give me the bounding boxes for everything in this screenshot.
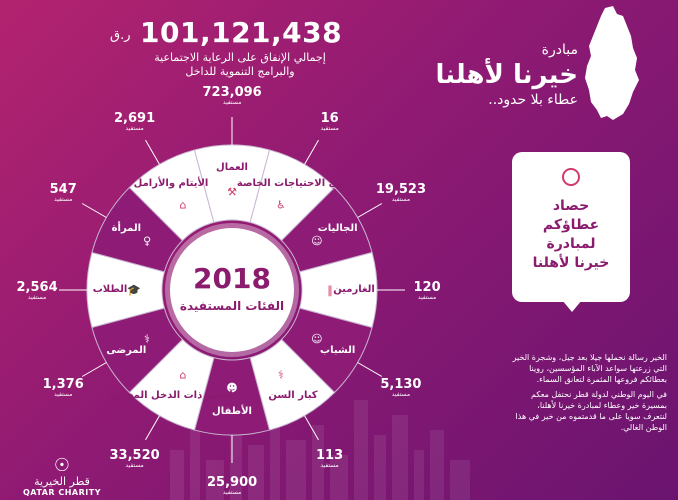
segment-label: الأيتام والأرامل — [133, 178, 209, 190]
stat-unit: مستفيد — [54, 391, 73, 398]
children-icon: ☻ — [226, 381, 238, 395]
stat-value: 2,564 — [16, 279, 58, 295]
harvest-card-line1: حصاد — [552, 198, 590, 214]
harvest-card-line3: لمبادرة — [546, 236, 596, 252]
center-year: 2018 — [193, 262, 271, 295]
currency-label: ر.ق — [110, 28, 131, 43]
beneficiary-stat: 33,520 مستفيد — [110, 448, 160, 469]
stat-value: 723,096 — [202, 84, 262, 100]
beneficiary-stat: 2,564 مستفيد — [17, 280, 58, 301]
stat-value: 120 — [413, 279, 441, 295]
graduation-cap-icon: 🎓 — [127, 283, 141, 297]
stat-value: 113 — [316, 448, 344, 464]
qatar-charity-logo: ☉ قطر الخيرية QATAR CHARITY — [22, 455, 102, 498]
prison-bars-icon: ‖ — [327, 283, 333, 297]
stat-value: 5,130 — [380, 377, 422, 392]
logo-arabic: قطر الخيرية — [34, 475, 90, 488]
harvest-card-line2: عطاؤكم — [542, 217, 600, 233]
stat-value: 16 — [320, 110, 339, 126]
segment-label: الشباب — [320, 345, 356, 356]
clock-icon — [562, 168, 580, 186]
worker-icon: ⚒ — [227, 185, 237, 199]
stat-unit: مستفيد — [27, 293, 47, 301]
initiative-branding: مبادرة خيرنا لأهلنا عطاء بلا حدود.. — [436, 42, 578, 108]
beneficiary-stat: 2,691 مستفيد — [114, 111, 155, 132]
harvest-card-tail — [562, 300, 582, 312]
leader-line — [81, 362, 107, 377]
woman-icon: ♀ — [143, 234, 152, 248]
qatar-map-icon — [585, 6, 639, 120]
leader-line — [145, 139, 160, 165]
hospital-bed-icon: ⚕ — [144, 332, 151, 346]
stat-value: 1,376 — [42, 377, 84, 392]
stat-unit: مستفيد — [125, 462, 144, 470]
initiative-prefix: مبادرة — [541, 42, 578, 58]
total-spend-description-line2: والبرامج التنموية للداخل — [185, 65, 295, 78]
people-icon: ☺ — [311, 234, 323, 248]
stat-value: 2,691 — [114, 110, 156, 126]
leader-line — [145, 415, 160, 441]
youth-icon: ☺ — [311, 332, 323, 346]
harvest-card-text: حصاد عطاؤكم لمبادرة خيرنا لأهلنا — [512, 197, 630, 273]
stat-value: 25,900 — [207, 474, 258, 490]
stat-unit: مستفيد — [222, 98, 242, 106]
segment-label: ذوي الاحتياجات الخاصة — [236, 178, 350, 190]
stat-value: 19,523 — [375, 182, 427, 197]
leader-line — [357, 203, 383, 218]
beneficiary-stat: 25,900 مستفيد — [207, 475, 257, 496]
initiative-name: خيرنا لأهلنا — [435, 60, 578, 90]
beneficiary-stat: 120 مستفيد — [414, 280, 441, 301]
segment-label: المرضى — [106, 345, 147, 356]
segment-label: الجاليات — [317, 223, 358, 234]
segment-label: الطلاب — [92, 284, 128, 295]
segment-label: كبار السن — [268, 389, 318, 401]
description-note: الخير رسالة نحملها جيلا بعد جيل، وشجرة ا… — [512, 352, 667, 437]
family-icon: ⌂ — [179, 368, 187, 382]
segment-label: الغارمين — [333, 284, 375, 295]
total-spend-description-line1: إجمالي الإنفاق على الرعاية الاجتماعية — [154, 51, 326, 64]
center-label: الفئات المستفيدة — [179, 299, 285, 313]
segment-label: المرأة — [111, 223, 142, 234]
description-paragraph-1: الخير رسالة نحملها جيلا بعد جيل، وشجرة ا… — [512, 353, 667, 384]
total-spend: 101,121,438 ر.ق إجمالي الإنفاق على الرعا… — [110, 16, 343, 79]
segment-label: العمال — [216, 162, 248, 173]
leader-line — [304, 415, 319, 441]
beneficiary-stat: 5,130 مستفيد — [380, 377, 421, 398]
segment-label: الأطفال — [212, 406, 252, 417]
beneficiary-stat: 19,523 مستفيد — [376, 182, 426, 203]
stat-unit: مستفيد — [320, 124, 339, 132]
beneficiary-stat: 16 مستفيد — [321, 111, 339, 132]
harvest-card-line4: خيرنا لأهلنا — [532, 255, 610, 271]
harvest-card: حصاد عطاؤكم لمبادرة خيرنا لأهلنا — [512, 152, 630, 302]
wheelchair-icon: ♿ — [276, 198, 286, 212]
stat-unit: مستفيد — [222, 488, 242, 496]
total-spend-description: إجمالي الإنفاق على الرعاية الاجتماعية وا… — [140, 51, 340, 79]
initiative-slogan: عطاء بلا حدود.. — [488, 92, 578, 108]
stat-unit: مستفيد — [391, 391, 411, 398]
logo-english: QATAR CHARITY — [23, 488, 101, 497]
stat-unit: مستفيد — [417, 293, 437, 301]
stat-unit: مستفيد — [54, 196, 73, 203]
description-paragraph-2: في اليوم الوطني لدولة قطر نحتفل معكم بمس… — [515, 390, 667, 432]
stat-unit: مستفيد — [320, 462, 339, 470]
beneficiary-stat: 547 مستفيد — [50, 182, 77, 203]
leader-line — [81, 203, 107, 218]
leader-line — [357, 362, 383, 377]
stat-value: 547 — [49, 182, 77, 197]
stat-unit: مستفيد — [391, 196, 411, 203]
elderly-icon: ⚕ — [278, 368, 284, 382]
beneficiary-stat: 1,376 مستفيد — [43, 377, 84, 398]
qatar-charity-mark-icon: ☉ — [53, 455, 71, 476]
family-icon: ⌂ — [179, 198, 187, 212]
leader-line — [304, 139, 319, 165]
ring-segment — [91, 307, 184, 394]
ring-center: 2018 الفئات المستفيدة — [170, 228, 294, 352]
stat-value: 33,520 — [109, 448, 160, 464]
beneficiary-stat: 723,096 مستفيد — [203, 85, 262, 106]
stat-unit: مستفيد — [125, 124, 144, 132]
total-spend-value: 101,121,438 — [140, 16, 343, 49]
segment-label: الأسر ذات الدخل المحدود — [109, 389, 233, 401]
beneficiary-stat: 113 مستفيد — [316, 448, 343, 469]
